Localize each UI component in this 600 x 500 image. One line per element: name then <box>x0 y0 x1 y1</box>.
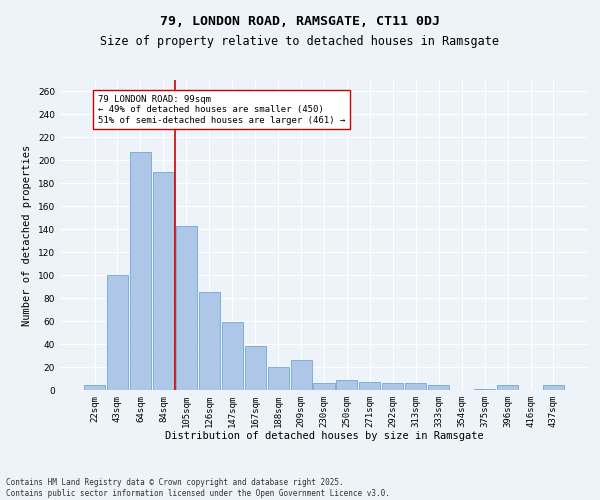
Bar <box>268 367 289 390</box>
Text: 79, LONDON ROAD, RAMSGATE, CT11 0DJ: 79, LONDON ROAD, RAMSGATE, CT11 0DJ <box>160 15 440 28</box>
Bar <box>245 346 266 390</box>
Bar <box>543 386 564 390</box>
Bar <box>199 292 220 390</box>
Bar <box>313 383 335 390</box>
Bar <box>405 383 427 390</box>
Bar <box>290 360 311 390</box>
Bar <box>337 380 358 390</box>
Bar <box>382 383 403 390</box>
X-axis label: Distribution of detached houses by size in Ramsgate: Distribution of detached houses by size … <box>164 432 484 442</box>
Bar <box>84 386 105 390</box>
Text: Contains HM Land Registry data © Crown copyright and database right 2025.
Contai: Contains HM Land Registry data © Crown c… <box>6 478 390 498</box>
Bar <box>130 152 151 390</box>
Bar <box>428 386 449 390</box>
Bar <box>474 389 495 390</box>
Text: 79 LONDON ROAD: 99sqm
← 49% of detached houses are smaller (450)
51% of semi-det: 79 LONDON ROAD: 99sqm ← 49% of detached … <box>98 95 345 124</box>
Bar <box>497 386 518 390</box>
Bar <box>153 172 174 390</box>
Text: Size of property relative to detached houses in Ramsgate: Size of property relative to detached ho… <box>101 35 499 48</box>
Y-axis label: Number of detached properties: Number of detached properties <box>22 144 32 326</box>
Bar <box>107 275 128 390</box>
Bar <box>221 322 243 390</box>
Bar <box>176 226 197 390</box>
Bar <box>359 382 380 390</box>
